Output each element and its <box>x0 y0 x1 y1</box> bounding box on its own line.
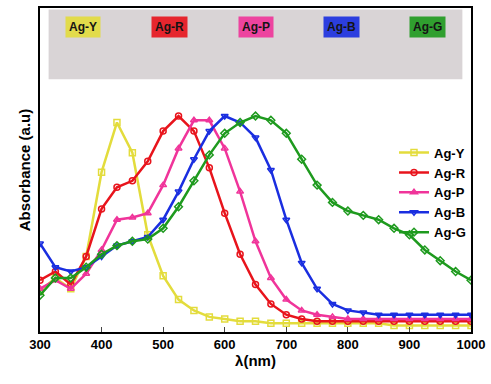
svg-text:500: 500 <box>152 337 174 352</box>
svg-text:Ag-P: Ag-P <box>434 185 465 200</box>
svg-text:600: 600 <box>214 337 236 352</box>
svg-text:Ag-Y: Ag-Y <box>69 20 97 34</box>
svg-text:1000: 1000 <box>457 337 486 352</box>
svg-text:λ(nm): λ(nm) <box>235 352 276 369</box>
svg-text:700: 700 <box>275 337 297 352</box>
svg-text:Absorbance (a.u): Absorbance (a.u) <box>16 109 33 232</box>
svg-text:400: 400 <box>91 337 113 352</box>
svg-text:Ag-B: Ag-B <box>327 20 356 34</box>
svg-text:Ag-R: Ag-R <box>434 166 466 181</box>
svg-text:800: 800 <box>337 337 359 352</box>
svg-text:900: 900 <box>399 337 421 352</box>
svg-text:Ag-R: Ag-R <box>155 20 184 34</box>
svg-text:Ag-G: Ag-G <box>434 225 466 240</box>
svg-text:300: 300 <box>29 337 51 352</box>
svg-text:Ag-G: Ag-G <box>413 20 442 34</box>
svg-text:Ag-Y: Ag-Y <box>434 146 465 161</box>
svg-text:Ag-B: Ag-B <box>434 205 465 220</box>
svg-text:Ag-P: Ag-P <box>242 20 270 34</box>
